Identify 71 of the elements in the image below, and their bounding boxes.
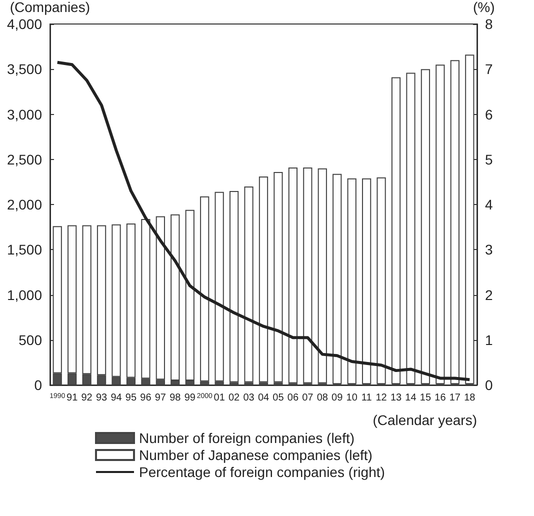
y2-tick-label: 4 <box>485 196 493 212</box>
y2-axis-title: (%) <box>473 0 495 15</box>
x-tick-label: 94 <box>110 392 122 404</box>
bar <box>274 172 283 382</box>
x-tick-label: 04 <box>258 392 270 404</box>
y-tick-label: 1,000 <box>6 286 42 303</box>
x-tick-label: 12 <box>376 392 388 404</box>
bar <box>376 177 386 384</box>
y-tick-label: 3,000 <box>6 106 42 122</box>
x-tick-label: 98 <box>170 392 182 404</box>
x-tick-label: 08 <box>316 392 328 404</box>
bar <box>406 72 416 384</box>
bar <box>420 69 430 384</box>
bar <box>288 168 298 384</box>
y2-tick-label: 0 <box>485 377 493 393</box>
y-tick-label: 2,500 <box>6 151 42 168</box>
y-axis-title: (Companies) <box>10 0 90 15</box>
y-tick-label: 4,000 <box>6 16 42 32</box>
y2-tick-label: 5 <box>485 151 493 168</box>
legend-label: Number of foreign companies (left) <box>139 430 355 446</box>
y-tick-label: 3,500 <box>6 61 42 78</box>
x-tick-label: 09 <box>332 392 344 404</box>
y2-tick-label: 7 <box>485 61 493 78</box>
bar <box>391 77 401 384</box>
bar <box>318 168 327 384</box>
x-tick-label: 05 <box>272 392 284 404</box>
x-tick-label: 14 <box>405 392 417 404</box>
bar <box>303 168 312 384</box>
x-tick-label: 15 <box>420 392 432 404</box>
x-tick-label: 11 <box>361 392 372 404</box>
y-tick-label: 1,500 <box>6 242 42 258</box>
x-tick-label: 92 <box>81 392 93 404</box>
bar <box>258 176 268 382</box>
bar <box>244 186 254 382</box>
bar <box>214 192 224 382</box>
y2-tick-label: 3 <box>485 242 493 258</box>
bar <box>200 196 210 382</box>
x-tick-label: 99 <box>184 392 196 404</box>
bar <box>465 54 474 384</box>
x-tick-label: 07 <box>302 392 314 404</box>
x-tick-label: 93 <box>96 392 108 404</box>
bar <box>229 190 239 382</box>
x-tick-label: 06 <box>287 392 299 404</box>
bar <box>450 60 460 384</box>
x-tick-label: 18 <box>464 392 476 404</box>
x-tick-label: 03 <box>243 392 255 404</box>
bar <box>347 178 356 384</box>
line-series <box>56 60 472 382</box>
x-tick-label: 95 <box>125 392 137 404</box>
x-tick-label: 97 <box>154 392 166 404</box>
y-tick-label: 2,000 <box>6 196 42 212</box>
bar <box>436 64 445 384</box>
y2-tick-label: 6 <box>485 106 493 122</box>
y2-tick-label: 1 <box>485 332 493 348</box>
y-tick-label: 0 <box>34 377 42 393</box>
y2-tick-label: 8 <box>485 16 493 32</box>
legend-label: Number of Japanese companies (left) <box>139 447 372 463</box>
x-tick-label: 17 <box>449 392 461 404</box>
bar <box>362 178 372 384</box>
x-tick-label: 13 <box>390 392 402 404</box>
x-tick-label: 96 <box>140 392 152 404</box>
legend-label: Percentage of foreign companies (right) <box>139 464 385 480</box>
x-axis-title: (Calendar years) <box>372 412 477 428</box>
x-tick-label: 01 <box>214 392 226 404</box>
x-tick-label: 16 <box>434 392 446 404</box>
y2-tick-label: 2 <box>485 286 493 303</box>
y-tick-label: 500 <box>18 332 42 348</box>
bar <box>332 174 342 384</box>
x-tick-label: 02 <box>228 392 240 404</box>
x-tick-label: 91 <box>66 392 78 404</box>
x-tick-label: 10 <box>346 392 358 404</box>
